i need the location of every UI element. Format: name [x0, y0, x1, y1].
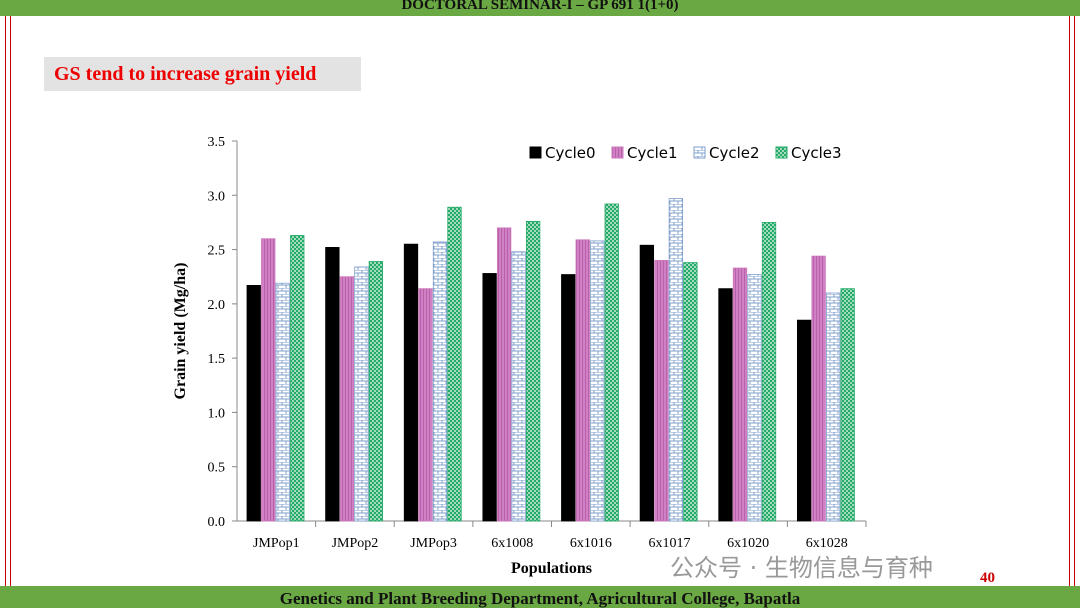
bar-cycle2: [275, 282, 290, 522]
bar-cycle3: [604, 203, 619, 522]
bar-cycle0: [246, 284, 261, 522]
y-tick-label: 0.5: [208, 461, 226, 476]
bar-cycle0: [561, 274, 576, 522]
left-border: [5, 16, 11, 586]
bar-cycle0: [718, 288, 733, 522]
bar-cycle0: [796, 319, 812, 522]
x-axis-title: Populations: [511, 560, 592, 577]
bar-cycle1: [654, 260, 669, 522]
bar-cycle3: [368, 261, 384, 522]
y-tick-label: 1.0: [208, 406, 226, 421]
bar-cycle2: [825, 292, 841, 522]
page-number: 40: [980, 570, 995, 586]
legend-swatch-cycle0: [529, 146, 542, 159]
bar-cycle1: [811, 255, 826, 522]
bar-cycle0: [325, 246, 340, 522]
y-tick-label: 2.5: [208, 244, 226, 259]
bar-cycle2: [747, 274, 762, 522]
bar-cycle3: [683, 262, 698, 522]
bar-cycle3: [761, 222, 777, 522]
y-tick-label: 2.0: [208, 298, 226, 313]
bar-cycle0: [403, 243, 419, 522]
bar-cycle1: [261, 238, 276, 522]
x-tick-label: JMPop3: [410, 536, 457, 551]
bar-cycle2: [511, 251, 526, 522]
bar-cycle3: [290, 235, 305, 522]
slide-heading: GS tend to increase grain yield: [44, 57, 361, 91]
footer-bar: Genetics and Plant Breeding Department, …: [0, 586, 1080, 608]
bar-cycle3: [840, 288, 855, 522]
bar-cycle3: [525, 220, 541, 522]
legend-label: Cycle2: [709, 144, 760, 162]
x-tick-label: 6x1016: [570, 536, 612, 551]
bar-cycle3: [447, 206, 462, 522]
legend-label: Cycle1: [627, 144, 678, 162]
bar-cycle1: [732, 267, 748, 522]
watermark: 公众号 · 生物信息与育种: [670, 554, 933, 582]
x-tick-label: 6x1020: [727, 536, 769, 551]
legend-swatch-cycle2: [693, 146, 706, 159]
x-tick-label: 6x1008: [491, 536, 533, 551]
legend-label: Cycle3: [791, 144, 842, 162]
bar-cycle1: [339, 276, 355, 522]
bar-cycle1: [496, 227, 512, 522]
y-axis-title: Grain yield (Mg/ha): [172, 263, 189, 400]
header-bar: DOCTORAL SEMINAR-I – GP 691 1(1+0): [0, 0, 1080, 16]
bar-cycle2: [432, 241, 448, 522]
y-tick-label: 3.0: [208, 189, 226, 204]
footer-text: Genetics and Plant Breeding Department, …: [279, 589, 801, 608]
y-tick-label: 3.5: [208, 135, 226, 150]
bar-cycle2: [590, 240, 605, 522]
bar-cycle2: [668, 198, 684, 522]
bar-cycle0: [482, 273, 497, 522]
legend-swatch-cycle1: [611, 146, 624, 159]
legend-swatch-cycle3: [775, 146, 788, 159]
bar-cycle2: [354, 266, 369, 522]
bar-cycle1: [418, 288, 433, 522]
y-tick-label: 1.5: [208, 352, 226, 367]
right-border: [1069, 16, 1075, 586]
y-tick-label: 0.0: [208, 515, 226, 530]
bar-cycle0: [639, 244, 655, 522]
header-title: DOCTORAL SEMINAR-I – GP 691 1(1+0): [401, 0, 679, 13]
x-tick-label: 6x1017: [648, 536, 690, 551]
x-tick-label: 6x1028: [806, 536, 848, 551]
bar-cycle1: [575, 239, 590, 522]
x-tick-label: JMPop1: [253, 536, 300, 551]
legend-label: Cycle0: [545, 144, 596, 162]
x-tick-label: JMPop2: [332, 536, 379, 551]
